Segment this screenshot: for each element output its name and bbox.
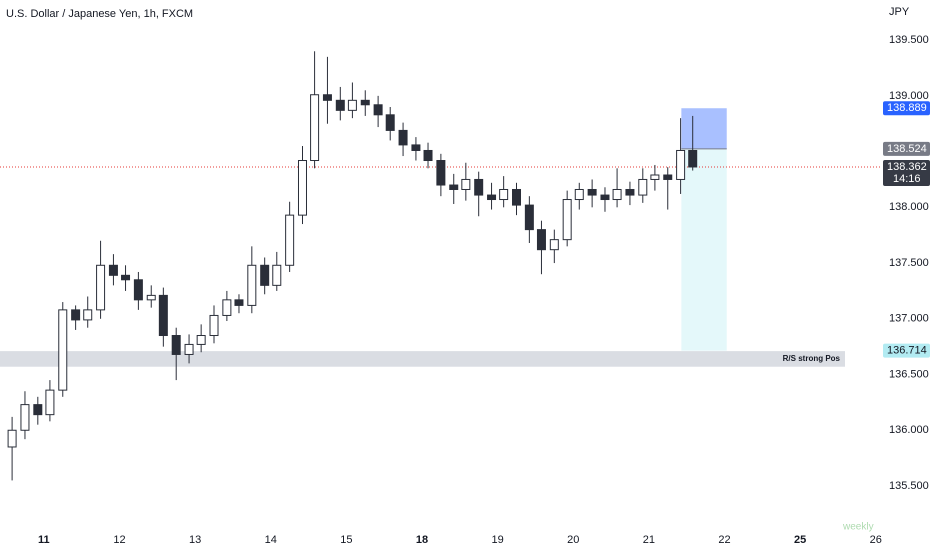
candle-body xyxy=(322,94,332,101)
last-price-label: 138.362 xyxy=(887,161,927,173)
candle-body xyxy=(133,279,143,301)
candle-body xyxy=(71,309,81,321)
candle-body xyxy=(411,144,421,151)
y-tick-label: 136.000 xyxy=(889,424,929,436)
candle-body xyxy=(650,174,660,180)
x-tick-label: 14 xyxy=(265,534,277,546)
y-tick-label: 139.500 xyxy=(889,34,929,46)
target-area xyxy=(681,108,727,149)
x-tick-label: 11 xyxy=(38,534,50,546)
candle-body xyxy=(423,149,433,162)
x-tick-label: 22 xyxy=(718,534,730,546)
y-tick-label: 139.000 xyxy=(889,90,929,102)
entry-price-tag xyxy=(883,141,930,156)
candle-body xyxy=(449,184,459,190)
candle-body xyxy=(335,99,345,111)
x-tick-label: 15 xyxy=(340,534,352,546)
candle-body xyxy=(222,299,232,316)
candle-body xyxy=(385,114,395,131)
candle-body xyxy=(33,404,43,416)
stop-area xyxy=(681,148,727,351)
chart-title: U.S. Dollar / Japanese Yen, 1h, FXCM xyxy=(6,8,193,20)
candle-body xyxy=(638,178,648,196)
candle-body xyxy=(549,239,559,251)
candle-body xyxy=(83,309,93,321)
zone-label: R/S strong Pos xyxy=(783,354,841,363)
y-tick-label: 135.500 xyxy=(889,480,929,492)
candle-body xyxy=(625,188,635,196)
candle-body xyxy=(461,178,471,190)
candle-body xyxy=(524,204,534,231)
candle-body xyxy=(663,174,673,180)
candle-body xyxy=(121,274,131,281)
x-tick-label: 19 xyxy=(491,534,503,546)
x-tick-label: 26 xyxy=(870,534,882,546)
candle-body xyxy=(347,99,357,111)
y-tick-label: 138.000 xyxy=(889,201,929,213)
candle-body xyxy=(158,294,168,337)
candle-body xyxy=(184,343,194,355)
candle-body xyxy=(676,149,686,180)
x-tick-label: 21 xyxy=(643,534,655,546)
candle-body xyxy=(260,264,270,286)
support-zone xyxy=(0,351,845,367)
candle-body xyxy=(562,199,572,241)
candle-body xyxy=(612,188,622,201)
candle-body xyxy=(272,264,282,286)
candle-body xyxy=(108,264,118,276)
candle-body xyxy=(297,160,307,216)
candle-body xyxy=(474,178,484,196)
candle-body xyxy=(436,160,446,186)
y-tick-label: 137.000 xyxy=(889,313,929,325)
x-tick-label: 18 xyxy=(416,534,428,546)
countdown-label: 14:16 xyxy=(893,173,921,185)
candle-body xyxy=(196,335,206,345)
plot-layer xyxy=(0,39,882,528)
candle-body xyxy=(373,104,383,116)
candle-body xyxy=(234,299,244,306)
entry-price-label: 138.524 xyxy=(887,143,927,155)
candle-body xyxy=(7,429,17,448)
candle-body xyxy=(285,214,295,266)
x-tick-label: 20 xyxy=(567,534,579,546)
candle-body xyxy=(600,194,610,201)
candle-body xyxy=(536,229,546,251)
y-tick-label: 136.500 xyxy=(889,368,929,380)
candle-body xyxy=(247,264,257,306)
candle-body xyxy=(209,314,219,337)
x-tick-label: 12 xyxy=(113,534,125,546)
watermark: weekly xyxy=(842,522,874,533)
x-tick-label: 25 xyxy=(794,534,806,546)
y-tick-label: 137.500 xyxy=(889,257,929,269)
candle-body xyxy=(20,404,30,431)
candle-body xyxy=(398,129,408,146)
candle-body xyxy=(574,188,584,201)
candle-body xyxy=(171,335,181,355)
last-price-tag xyxy=(883,159,930,186)
stop-price-label: 136.714 xyxy=(887,345,927,357)
candle-body xyxy=(58,309,68,391)
candle-body xyxy=(45,389,55,416)
candle-body xyxy=(146,294,156,301)
stop-price-tag xyxy=(883,343,930,358)
candle-body xyxy=(587,188,597,196)
candle-body xyxy=(487,194,497,201)
candle-body xyxy=(96,264,106,311)
candle-body xyxy=(499,188,509,201)
candle-body xyxy=(512,188,522,206)
currency-label: JPY xyxy=(889,6,910,18)
candle-body xyxy=(688,149,698,168)
candle-body xyxy=(360,99,370,106)
candle-body xyxy=(310,94,320,162)
x-tick-label: 13 xyxy=(189,534,201,546)
target-price-tag xyxy=(883,101,930,116)
target-price-label: 138.889 xyxy=(887,102,927,114)
